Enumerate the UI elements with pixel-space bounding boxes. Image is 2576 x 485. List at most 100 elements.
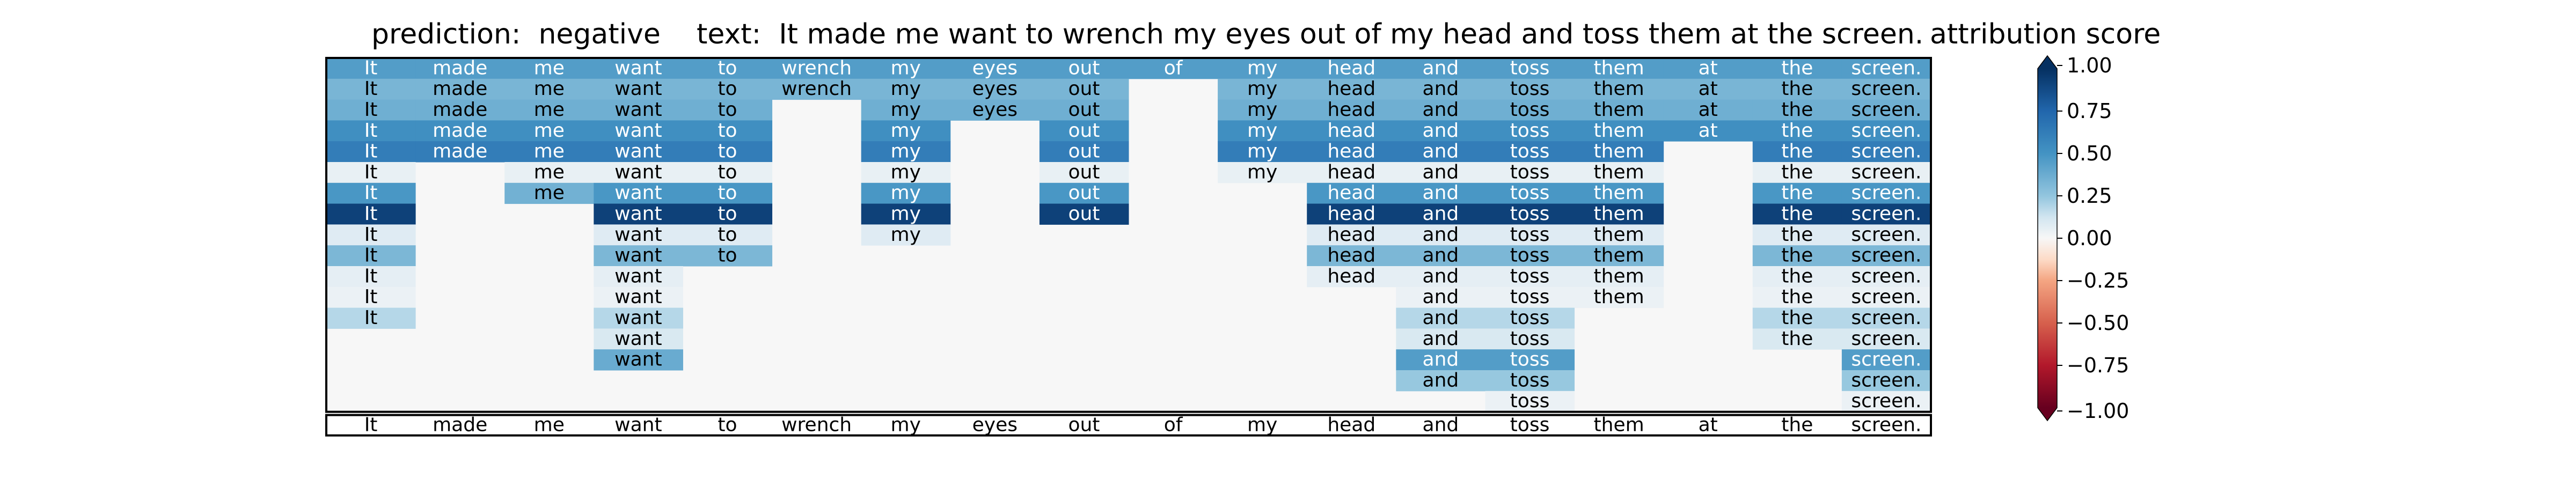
- heatmap-cell-token: the: [1781, 182, 1813, 204]
- heatmap-cell-token: screen.: [1851, 390, 1921, 412]
- heatmap-cell: [772, 78, 862, 100]
- heatmap-cell: [504, 58, 594, 79]
- heatmap-cell-token: It: [364, 99, 378, 121]
- heatmap-cell: [1396, 162, 1485, 183]
- heatmap-cell-token: toss: [1510, 182, 1550, 204]
- heatmap-frame: [325, 57, 1932, 413]
- heatmap-cell: [415, 99, 505, 121]
- heatmap-cell-token: head: [1327, 224, 1375, 246]
- heatmap-cell: [1841, 141, 1931, 163]
- heatmap-cell: [1574, 224, 1664, 246]
- heatmap-cell: [861, 120, 951, 142]
- heatmap-cell-token: the: [1781, 265, 1813, 287]
- heatmap-cell: [594, 224, 683, 246]
- heatmap-cell: [683, 203, 773, 225]
- sentence-token: toss: [1510, 414, 1550, 436]
- heatmap-cell-token: out: [1068, 203, 1100, 225]
- heatmap-cell-token: head: [1327, 161, 1375, 183]
- heatmap-cell-token: toss: [1510, 307, 1550, 329]
- heatmap-cell: [1841, 391, 1931, 413]
- heatmap-cell-token: them: [1594, 120, 1644, 142]
- heatmap-cell-token: to: [718, 99, 737, 121]
- heatmap-cell: [1396, 182, 1485, 204]
- heatmap-cell-token: It: [364, 265, 378, 287]
- heatmap-cell: [1485, 328, 1575, 350]
- colorbar-title: attribution score: [1930, 18, 2161, 50]
- sentence-token: to: [718, 414, 737, 436]
- heatmap-cell-token: toss: [1510, 369, 1550, 391]
- heatmap-cell: [1574, 162, 1664, 183]
- heatmap-cell-token: and: [1423, 141, 1459, 163]
- colorbar-tick-label: 0.00: [2067, 226, 2112, 250]
- heatmap-cell-token: my: [1247, 57, 1277, 79]
- heatmap-cell-token: my: [891, 57, 921, 79]
- heatmap-cell-token: made: [433, 99, 487, 121]
- heatmap-cell-token: head: [1327, 245, 1375, 267]
- heatmap-cell: [861, 162, 951, 183]
- heatmap-cell-token: screen.: [1851, 224, 1921, 246]
- heatmap-cell: [1039, 203, 1129, 225]
- heatmap-cell: [1307, 266, 1396, 288]
- sentence-token: made: [433, 414, 487, 436]
- heatmap-cell: [1574, 203, 1664, 225]
- heatmap-cell-token: toss: [1510, 390, 1550, 412]
- heatmap-cell-token: toss: [1510, 224, 1550, 246]
- heatmap-cell-token: made: [433, 141, 487, 163]
- heatmap-cell: [1663, 99, 1753, 121]
- heatmap-cell-token: and: [1423, 182, 1459, 204]
- heatmap-cell: [1396, 78, 1485, 100]
- heatmap-cell: [326, 141, 416, 163]
- heatmap-cell: [1485, 349, 1575, 371]
- heatmap-cell: [1307, 203, 1396, 225]
- heatmap-cell-token: wrench: [781, 57, 852, 79]
- heatmap-cell: [415, 78, 505, 100]
- heatmap-cell-token: It: [364, 141, 378, 163]
- heatmap-cell: [1574, 286, 1664, 308]
- heatmap-cell: [1396, 349, 1485, 371]
- heatmap-cell: [1485, 141, 1575, 163]
- heatmap-cell: [1307, 182, 1396, 204]
- heatmap-cell: [1396, 141, 1485, 163]
- heatmap-cell-token: at: [1699, 99, 1718, 121]
- heatmap-cell-token: want: [614, 57, 662, 79]
- heatmap-cell: [594, 162, 683, 183]
- heatmap-cell: [1307, 58, 1396, 79]
- sentence-token: of: [1164, 414, 1183, 436]
- heatmap-cell: [1841, 99, 1931, 121]
- sentence-token: and: [1423, 414, 1459, 436]
- heatmap-cell-token: want: [614, 141, 662, 163]
- heatmap-cell: [1485, 78, 1575, 100]
- sentence-token: eyes: [972, 414, 1018, 436]
- heatmap-cell-token: screen.: [1851, 141, 1921, 163]
- heatmap-cell: [1396, 370, 1485, 392]
- heatmap-cell-token: It: [364, 182, 378, 204]
- heatmap-cell-token: the: [1781, 224, 1813, 246]
- heatmap-cell-token: me: [534, 120, 565, 142]
- heatmap-cell: [1396, 307, 1485, 329]
- heatmap-cell: [1485, 182, 1575, 204]
- heatmap-cell: [1396, 328, 1485, 350]
- heatmap-cell-token: my: [891, 99, 921, 121]
- heatmap-cell: [1752, 307, 1842, 329]
- heatmap-cell: [1663, 78, 1753, 100]
- heatmap-cell-token: out: [1068, 78, 1100, 100]
- heatmap-cell: [1485, 307, 1575, 329]
- heatmap-cell-token: head: [1327, 120, 1375, 142]
- heatmap-cell: [1485, 391, 1575, 413]
- heatmap-cell-token: screen.: [1851, 57, 1921, 79]
- heatmap-cell-token: It: [364, 203, 378, 225]
- heatmap-cell-token: my: [891, 182, 921, 204]
- heatmap-cell: [1752, 99, 1842, 121]
- heatmap-cell: [326, 224, 416, 246]
- heatmap-cell: [1396, 224, 1485, 246]
- heatmap-cell: [1841, 349, 1931, 371]
- heatmap-cell-token: to: [718, 245, 737, 267]
- heatmap-cell: [1396, 120, 1485, 142]
- heatmap-cell: [1307, 120, 1396, 142]
- heatmap-cell: [1485, 266, 1575, 288]
- heatmap-cell-token: toss: [1510, 99, 1550, 121]
- colorbar-outline: [2037, 55, 2058, 422]
- heatmap-cell: [861, 58, 951, 79]
- heatmap-cell-token: my: [1247, 120, 1277, 142]
